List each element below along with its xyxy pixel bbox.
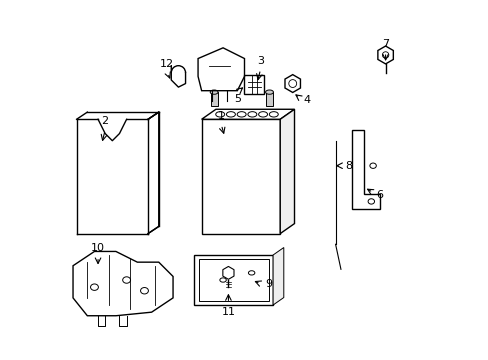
Polygon shape xyxy=(201,109,294,119)
Text: 4: 4 xyxy=(303,95,310,105)
Ellipse shape xyxy=(210,90,218,94)
Polygon shape xyxy=(280,109,294,234)
Text: 5: 5 xyxy=(233,94,241,104)
Text: 11: 11 xyxy=(221,307,235,317)
Text: 8: 8 xyxy=(345,161,352,171)
Text: 6: 6 xyxy=(376,190,383,200)
Text: 10: 10 xyxy=(91,243,105,253)
Text: 7: 7 xyxy=(381,39,388,49)
Text: 12: 12 xyxy=(159,59,173,68)
Polygon shape xyxy=(210,92,217,107)
Text: 9: 9 xyxy=(264,279,272,289)
Text: 2: 2 xyxy=(102,116,108,126)
Text: 1: 1 xyxy=(217,111,224,121)
Text: 3: 3 xyxy=(257,56,264,66)
Polygon shape xyxy=(265,92,272,107)
Ellipse shape xyxy=(265,90,273,94)
Polygon shape xyxy=(272,248,283,305)
